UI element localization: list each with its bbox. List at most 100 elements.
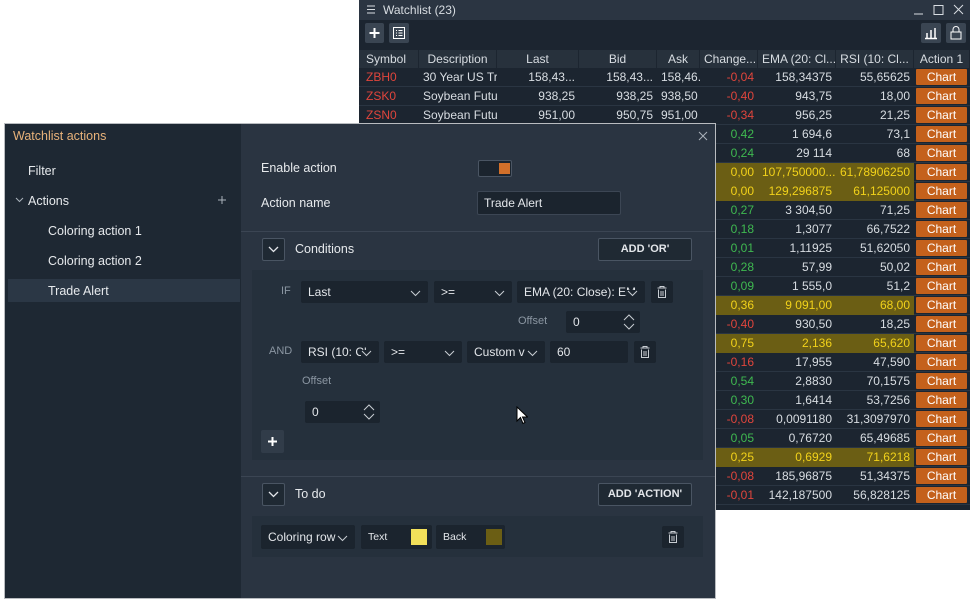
add-action-button[interactable]: ADD 'ACTION' bbox=[598, 483, 692, 506]
column-header: EMA (20: Cl... bbox=[758, 50, 836, 68]
cell-rsi: 73,1 bbox=[886, 127, 910, 141]
field-select[interactable]: RSI (10: Cl bbox=[301, 341, 379, 363]
delete-condition[interactable] bbox=[634, 341, 656, 363]
operator-select[interactable]: >= bbox=[384, 341, 462, 363]
cell-ema: 3 304,50 bbox=[785, 203, 832, 217]
chart-button[interactable] bbox=[921, 23, 941, 43]
chart-button[interactable]: Chart bbox=[916, 202, 967, 218]
conditions-title: Conditions bbox=[295, 242, 355, 256]
delete-action[interactable] bbox=[662, 526, 684, 548]
toggle-knob bbox=[499, 163, 510, 174]
column-header: Symbol bbox=[362, 50, 419, 68]
chart-button[interactable]: Chart bbox=[916, 449, 967, 465]
target-select[interactable]: Custom v bbox=[467, 341, 545, 363]
cell-change: -0,34 bbox=[726, 108, 754, 122]
chart-button[interactable]: Chart bbox=[916, 240, 967, 256]
sidebar-filter[interactable]: Filter bbox=[28, 164, 56, 178]
enable-toggle[interactable] bbox=[478, 160, 512, 177]
dialog-title: Watchlist actions bbox=[13, 129, 107, 143]
add-condition[interactable] bbox=[261, 430, 284, 453]
sidebar-actions[interactable]: Actions bbox=[28, 194, 69, 208]
target-text: Custom v bbox=[474, 345, 525, 359]
cell-ema: 930,50 bbox=[795, 317, 832, 331]
chart-button[interactable]: Chart bbox=[916, 278, 967, 294]
column-header: Description bbox=[419, 50, 497, 68]
header-row: Symbol Description Last Bid Ask Change... EMA … bbox=[359, 50, 970, 68]
cell-last: 158,43... bbox=[528, 70, 575, 84]
cell-rsi: 21,25 bbox=[879, 108, 910, 122]
cell-last: 951,00 bbox=[538, 108, 575, 122]
offset-spinner[interactable]: 0 bbox=[566, 311, 640, 333]
offset-spinner[interactable]: 0 bbox=[305, 401, 380, 423]
sidebar-item[interactable]: Coloring action 1 bbox=[48, 224, 142, 238]
cell-ema: 0,0091180 bbox=[776, 412, 832, 426]
operator-select[interactable]: >= bbox=[434, 281, 512, 303]
chart-button[interactable]: Chart bbox=[916, 430, 967, 446]
cell-ask: 158,46... bbox=[661, 70, 700, 84]
column-header: Last bbox=[497, 50, 579, 68]
cell-change: 0,05 bbox=[730, 431, 754, 445]
cell-symbol: ZSK0 bbox=[366, 89, 397, 103]
close-button[interactable] bbox=[698, 131, 708, 141]
cell-ema: 129,296875 bbox=[758, 182, 836, 201]
lock-button[interactable] bbox=[946, 23, 966, 43]
chart-button[interactable]: Chart bbox=[916, 468, 967, 484]
cell-rsi: 50,02 bbox=[879, 260, 910, 274]
chart-button[interactable]: Chart bbox=[916, 145, 967, 161]
collapse-conditions[interactable] bbox=[262, 238, 285, 261]
chart-button[interactable]: Chart bbox=[916, 316, 967, 332]
cell-change: -0,04 bbox=[726, 70, 754, 84]
field-select[interactable]: Last bbox=[301, 281, 428, 303]
chart-button[interactable]: Chart bbox=[916, 126, 967, 142]
name-input[interactable]: Trade Alert bbox=[477, 191, 621, 215]
chart-button[interactable]: Chart bbox=[916, 411, 967, 427]
target-select[interactable]: EMA (20: Close): EM bbox=[517, 281, 645, 303]
chart-button[interactable]: Chart bbox=[916, 297, 967, 313]
target-text: EMA (20: Close): EM bbox=[524, 285, 637, 299]
menu-icon[interactable] bbox=[367, 5, 376, 14]
text-swatch bbox=[411, 529, 427, 545]
text-color[interactable]: Text bbox=[361, 525, 432, 549]
column-header: Bid bbox=[579, 50, 657, 68]
action-select[interactable]: Coloring row bbox=[261, 525, 355, 549]
chart-button[interactable]: Chart bbox=[916, 354, 967, 370]
offset-value: 0 bbox=[573, 315, 580, 329]
sidebar-item[interactable]: Coloring action 2 bbox=[48, 254, 142, 268]
add-or-button[interactable]: ADD 'OR' bbox=[598, 238, 692, 261]
chart-button[interactable]: Chart bbox=[916, 259, 967, 275]
column-header: Action 1 bbox=[914, 50, 970, 68]
value-input[interactable]: 60 bbox=[550, 341, 628, 363]
cell-rsi: 71,6218 bbox=[836, 448, 914, 467]
column-header: Change... bbox=[700, 50, 758, 68]
chart-button[interactable]: Chart bbox=[916, 392, 967, 408]
chart-button[interactable]: Chart bbox=[916, 183, 967, 199]
chart-button[interactable]: Chart bbox=[916, 88, 967, 104]
operator-text: >= bbox=[441, 285, 456, 299]
chart-button[interactable]: Chart bbox=[916, 373, 967, 389]
collapse-todo[interactable] bbox=[262, 483, 285, 506]
cell-rsi: 70,1575 bbox=[866, 374, 910, 388]
window-controls[interactable] bbox=[912, 4, 968, 16]
list-button[interactable] bbox=[389, 23, 409, 43]
cell-ema: 956,25 bbox=[795, 108, 832, 122]
chart-button[interactable]: Chart bbox=[916, 335, 967, 351]
chart-button[interactable]: Chart bbox=[916, 69, 967, 85]
cell-change: 0,24 bbox=[730, 146, 754, 160]
delete-condition[interactable] bbox=[651, 281, 673, 303]
watchlist-row: 0,25 0,6929 71,6218 Chart bbox=[359, 448, 970, 467]
back-color[interactable]: Back bbox=[436, 525, 505, 549]
chart-button[interactable]: Chart bbox=[916, 164, 967, 180]
sidebar-item[interactable]: Trade Alert bbox=[48, 284, 109, 298]
cell-description: Soybean Futures bbox=[423, 108, 497, 122]
cell-ema: 1 694,6 bbox=[791, 127, 832, 141]
cell-last: 938,25 bbox=[538, 89, 575, 103]
add-action-icon[interactable] bbox=[217, 195, 227, 205]
cell-symbol: ZSN0 bbox=[366, 108, 397, 122]
chart-button[interactable]: Chart bbox=[916, 221, 967, 237]
collapse-icon[interactable] bbox=[15, 197, 24, 203]
cell-change: -0,08 bbox=[726, 412, 754, 426]
chart-button[interactable]: Chart bbox=[916, 107, 967, 123]
chart-button[interactable]: Chart bbox=[916, 487, 967, 503]
back-color-label: Back bbox=[443, 531, 467, 543]
add-button[interactable] bbox=[365, 23, 384, 43]
